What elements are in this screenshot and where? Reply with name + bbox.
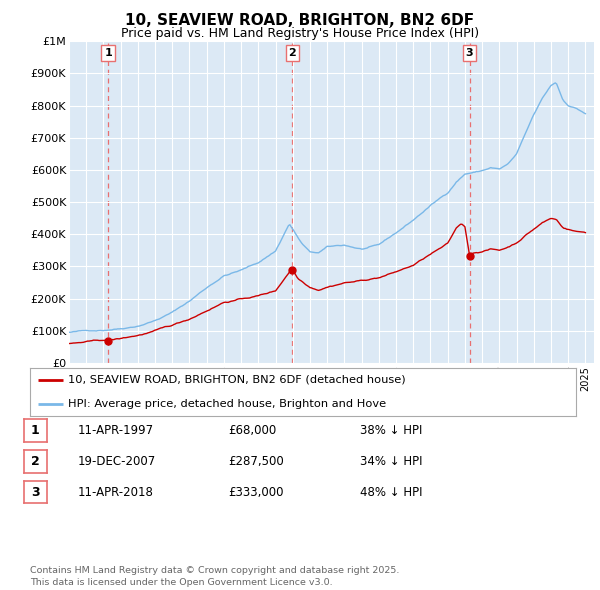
Text: 2: 2 — [289, 48, 296, 58]
Text: 10, SEAVIEW ROAD, BRIGHTON, BN2 6DF: 10, SEAVIEW ROAD, BRIGHTON, BN2 6DF — [125, 13, 475, 28]
Text: £333,000: £333,000 — [228, 486, 284, 499]
Text: 1: 1 — [104, 48, 112, 58]
Text: 11-APR-1997: 11-APR-1997 — [78, 424, 154, 437]
Text: HPI: Average price, detached house, Brighton and Hove: HPI: Average price, detached house, Brig… — [68, 399, 386, 409]
Text: 34% ↓ HPI: 34% ↓ HPI — [360, 455, 422, 468]
Text: 3: 3 — [31, 486, 40, 499]
Text: 19-DEC-2007: 19-DEC-2007 — [78, 455, 156, 468]
Text: Price paid vs. HM Land Registry's House Price Index (HPI): Price paid vs. HM Land Registry's House … — [121, 27, 479, 40]
Text: 11-APR-2018: 11-APR-2018 — [78, 486, 154, 499]
Text: 38% ↓ HPI: 38% ↓ HPI — [360, 424, 422, 437]
Text: 3: 3 — [466, 48, 473, 58]
Text: 2: 2 — [31, 455, 40, 468]
Text: 48% ↓ HPI: 48% ↓ HPI — [360, 486, 422, 499]
Text: £68,000: £68,000 — [228, 424, 276, 437]
Text: £287,500: £287,500 — [228, 455, 284, 468]
Text: 1: 1 — [31, 424, 40, 437]
Text: Contains HM Land Registry data © Crown copyright and database right 2025.
This d: Contains HM Land Registry data © Crown c… — [30, 566, 400, 587]
Text: 10, SEAVIEW ROAD, BRIGHTON, BN2 6DF (detached house): 10, SEAVIEW ROAD, BRIGHTON, BN2 6DF (det… — [68, 375, 406, 385]
